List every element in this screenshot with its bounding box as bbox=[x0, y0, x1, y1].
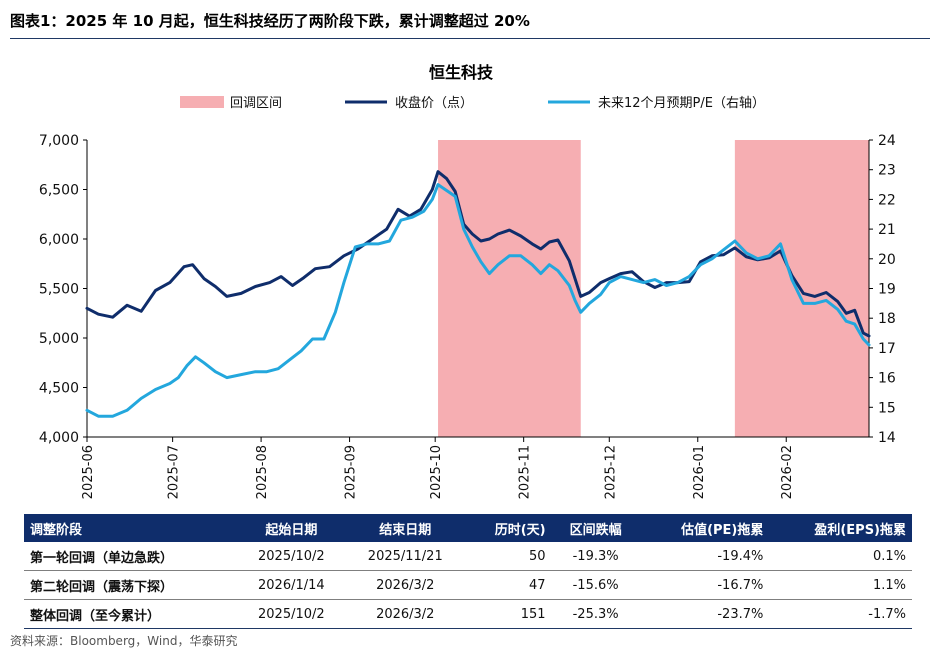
x-tick-label: 2025-07 bbox=[167, 445, 182, 499]
table-header-cell: 盈利(EPS)拖累 bbox=[769, 514, 912, 542]
close-price-line bbox=[85, 170, 871, 338]
y-left-tick-label: 4,500 bbox=[39, 381, 79, 397]
source-note: 资料来源：Bloomberg，Wind，华泰研究 bbox=[10, 634, 238, 648]
shade-range bbox=[438, 140, 581, 437]
legend-label: 回调区间 bbox=[230, 96, 282, 111]
x-tick-label: 2026-01 bbox=[692, 445, 707, 499]
table-cell: 1.1% bbox=[769, 570, 912, 600]
table-header-cell: 历时(天) bbox=[465, 514, 552, 542]
legend-label: 收盘价（点） bbox=[395, 95, 473, 111]
chart-axes: 4,000 4,500 5,000 5,500 6,000 6,500 7,000 14 15 1… bbox=[39, 133, 896, 499]
legend-swatch-shade bbox=[180, 96, 224, 108]
chart-title: 恒生科技 bbox=[429, 63, 494, 82]
legend-label: 未来12个月预期P/E（右轴） bbox=[598, 96, 765, 111]
figure-title: 图表1：2025 年 10 月起，恒生科技经历了两阶段下跌，累计调整超过 20% bbox=[10, 12, 530, 30]
table-row: 第一轮回调（单边急跌） 2025/10/2 2025/11/21 50 -19.3% -1… bbox=[24, 542, 912, 571]
table-cell: -19.3% bbox=[551, 542, 640, 571]
y-left-tick-label: 7,000 bbox=[39, 133, 79, 149]
y-left-tick-label: 6,000 bbox=[39, 232, 79, 248]
y-right-tick-label: 15 bbox=[878, 400, 896, 416]
table-cell: 50 bbox=[465, 542, 552, 571]
table-header-cell: 结束日期 bbox=[345, 514, 466, 542]
table-body: 第一轮回调（单边急跌） 2025/10/2 2025/11/21 50 -19.3% -1… bbox=[24, 542, 912, 629]
x-tick-label: 2025-12 bbox=[603, 445, 618, 499]
y-left-tick-label: 6,500 bbox=[39, 183, 79, 199]
y-right-tick-label: 14 bbox=[878, 430, 896, 446]
table-cell: 2025/10/2 bbox=[237, 542, 346, 571]
table-cell: 第一轮回调（单边急跌） bbox=[24, 542, 238, 571]
y-left-tick-label: 5,000 bbox=[39, 331, 79, 347]
table-cell: 2026/1/14 bbox=[237, 570, 346, 600]
table-row: 第二轮回调（震荡下探） 2026/1/14 2026/3/2 47 -15.6% -16.… bbox=[24, 570, 912, 600]
x-tick-label: 2025-06 bbox=[81, 445, 96, 499]
table-cell: 第二轮回调（震荡下探） bbox=[24, 570, 238, 600]
y-right-tick-label: 24 bbox=[878, 133, 896, 149]
y-right-tick-label: 16 bbox=[878, 371, 896, 387]
shaded-ranges bbox=[438, 140, 869, 437]
table-cell: -16.7% bbox=[639, 570, 770, 600]
table-cell: -25.3% bbox=[551, 599, 640, 629]
x-tick-label: 2025-11 bbox=[518, 445, 533, 499]
table-cell: -19.4% bbox=[639, 542, 770, 571]
table-header-cell: 估值(PE)拖累 bbox=[639, 514, 770, 542]
y-right-tick-label: 21 bbox=[878, 222, 896, 238]
table-cell: 整体回调（至今累计） bbox=[24, 599, 238, 629]
table-cell: 151 bbox=[465, 599, 552, 629]
x-tick-label: 2026-02 bbox=[780, 445, 795, 499]
table-cell: -1.7% bbox=[769, 599, 912, 629]
line-chart: 恒生科技 回调区间 收盘价（点） 未来12个月预期P/E（右轴） 4,000 4,50… bbox=[39, 63, 896, 499]
table-header-cell: 区间跌幅 bbox=[551, 514, 640, 542]
table-cell: -15.6% bbox=[551, 570, 640, 600]
table-cell: 0.1% bbox=[769, 542, 912, 571]
chart-legend: 回调区间 收盘价（点） 未来12个月预期P/E（右轴） bbox=[180, 95, 765, 111]
y-left-tick-label: 5,500 bbox=[39, 282, 79, 298]
y-left-tick-label: 4,000 bbox=[39, 430, 79, 446]
x-tick-label: 2025-10 bbox=[429, 445, 444, 499]
table-cell: 47 bbox=[465, 570, 552, 600]
table-cell: -23.7% bbox=[639, 599, 770, 629]
y-right-tick-label: 20 bbox=[878, 252, 896, 268]
table-cell: 2026/3/2 bbox=[345, 599, 466, 629]
y-right-tick-label: 18 bbox=[878, 311, 896, 327]
y-right-tick-label: 19 bbox=[878, 282, 896, 298]
chart-series bbox=[85, 170, 871, 418]
x-tick-label: 2025-08 bbox=[255, 445, 270, 499]
table-row: 整体回调（至今累计） 2025/10/2 2026/3/2 151 -25.3% -23.… bbox=[24, 599, 912, 629]
table-header-row: 调整阶段 起始日期 结束日期 历时(天) 区间跌幅 估值(PE)拖累 盈利(EPS)拖累 bbox=[24, 514, 912, 542]
y-right-tick-label: 17 bbox=[878, 341, 896, 357]
table-cell: 2025/11/21 bbox=[345, 542, 466, 571]
drawdown-table: 调整阶段 起始日期 结束日期 历时(天) 区间跌幅 估值(PE)拖累 盈利(EPS)拖累 第… bbox=[24, 514, 912, 629]
table-cell: 2025/10/2 bbox=[237, 599, 346, 629]
title-divider bbox=[10, 38, 930, 39]
y-right-tick-label: 22 bbox=[878, 192, 896, 208]
table-header-cell: 起始日期 bbox=[237, 514, 346, 542]
y-right-tick-label: 23 bbox=[878, 163, 896, 179]
table-header-cell: 调整阶段 bbox=[24, 514, 238, 542]
x-tick-label: 2025-09 bbox=[344, 445, 359, 499]
table-cell: 2026/3/2 bbox=[345, 570, 466, 600]
forward-pe-line bbox=[85, 183, 871, 418]
